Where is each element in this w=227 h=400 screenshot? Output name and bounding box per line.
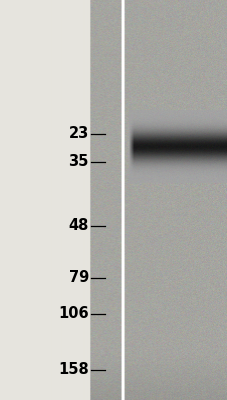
Text: 48: 48 [68,218,89,234]
Text: 79: 79 [68,270,89,286]
Text: 158: 158 [58,362,89,378]
Text: 23: 23 [68,126,89,142]
Text: 35: 35 [68,154,89,170]
Text: 106: 106 [58,306,89,322]
